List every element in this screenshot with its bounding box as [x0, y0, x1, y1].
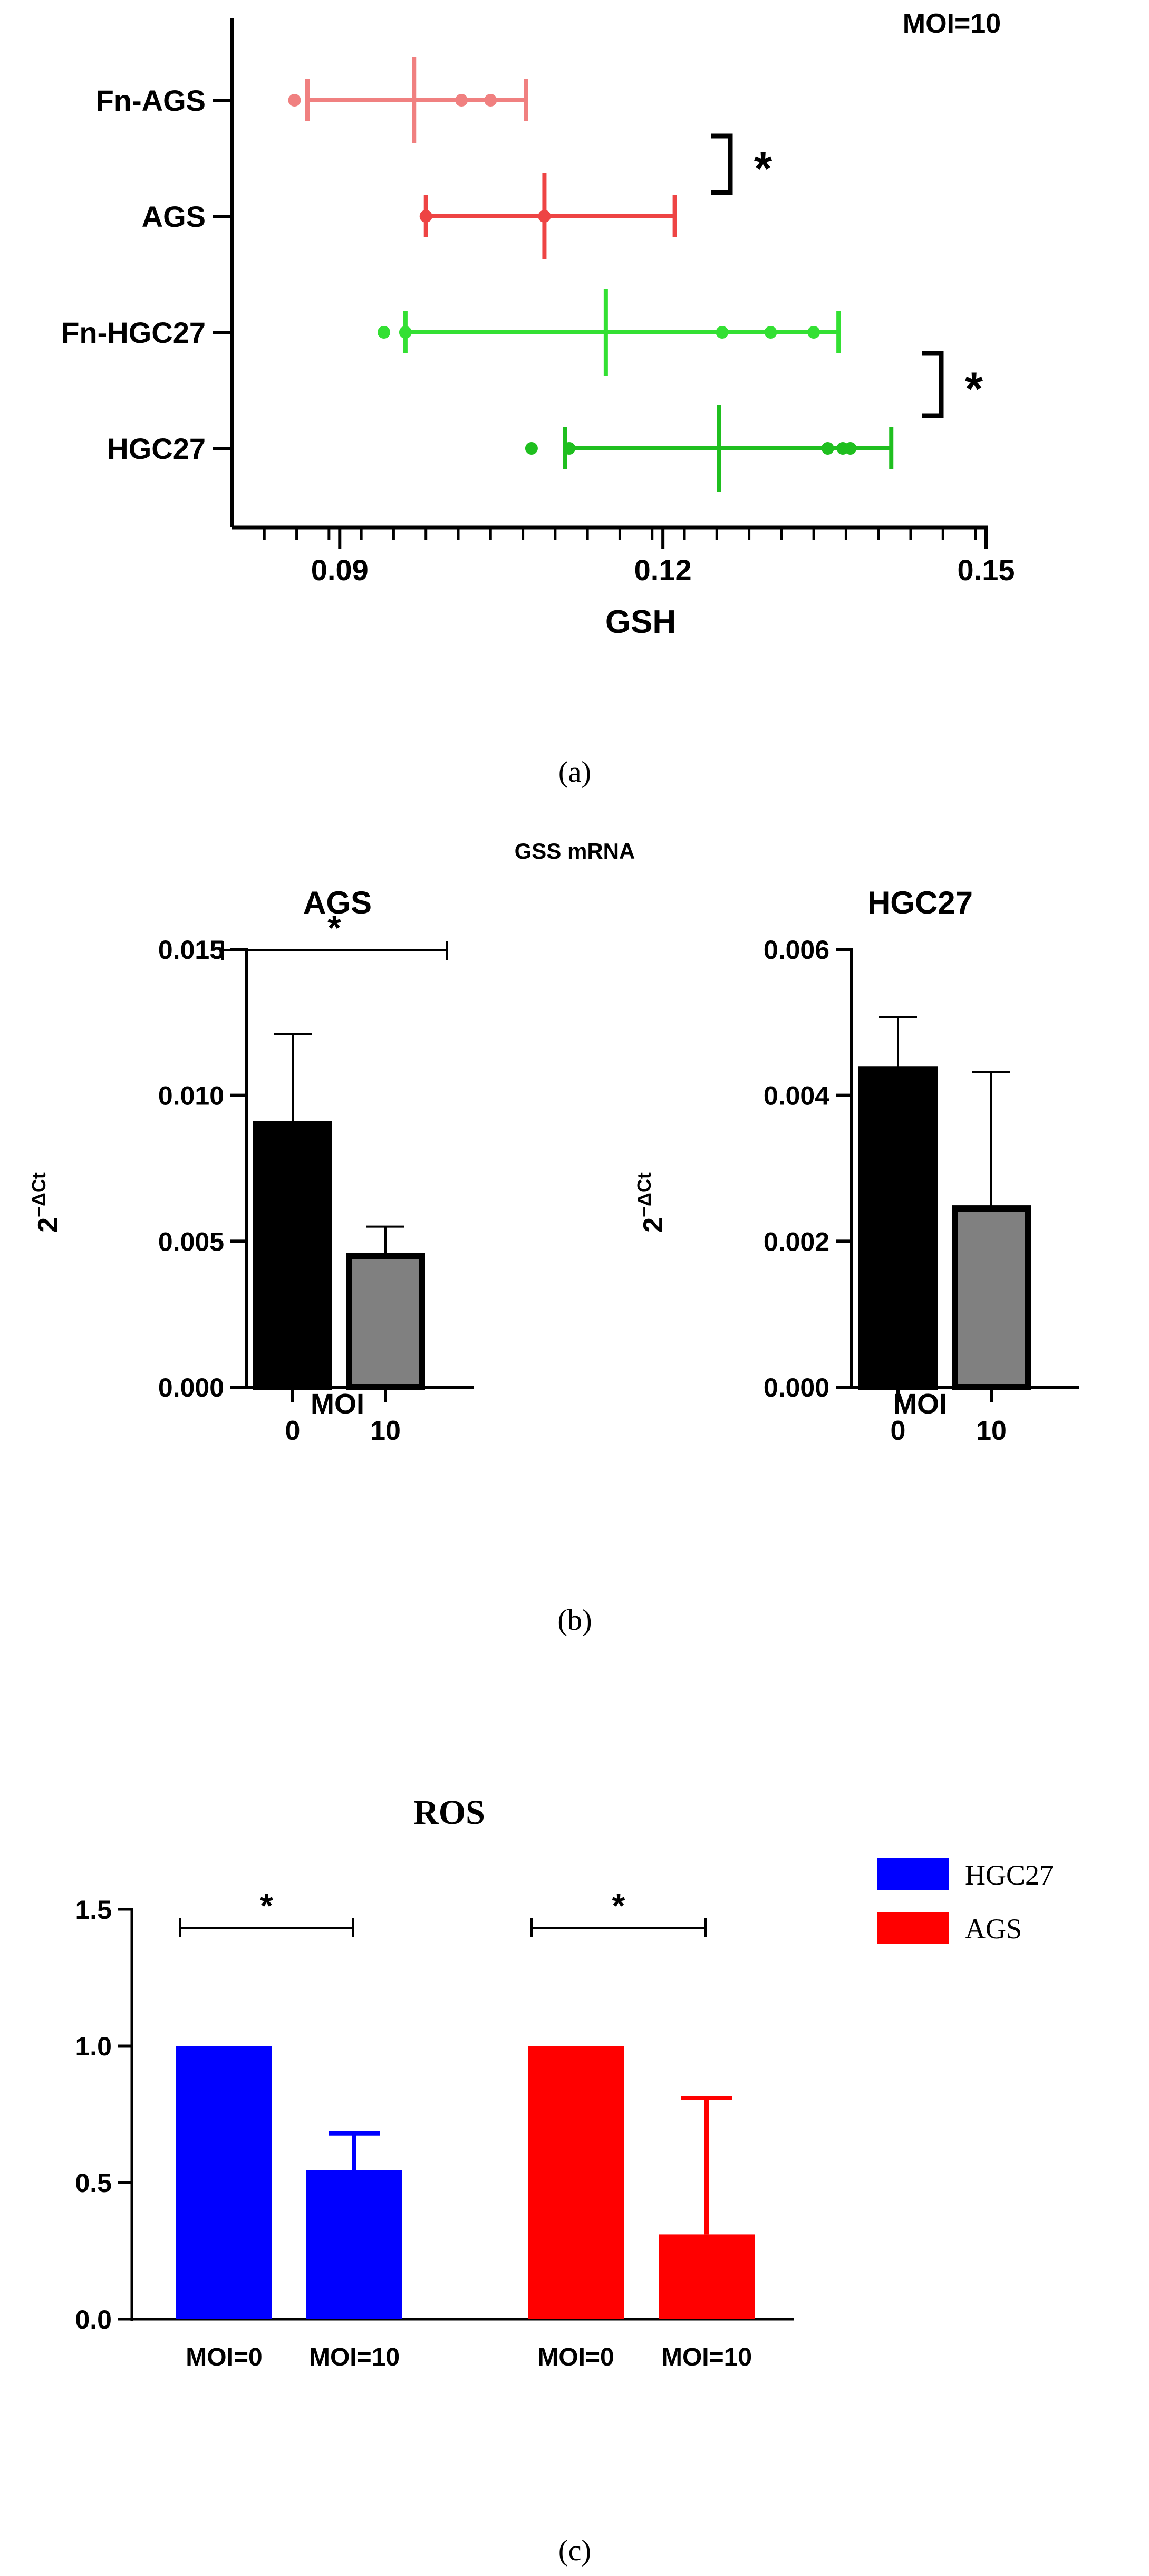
panel-c-legend-label: AGS — [965, 1913, 1022, 1945]
panel-a-data-point — [844, 442, 857, 455]
panel-a-category-label: AGS — [142, 200, 206, 233]
panel-b-suptitle: GSS mRNA — [515, 839, 635, 863]
panel-a-data-point — [419, 210, 432, 223]
panel-c-bar — [306, 2170, 402, 2319]
panel-b-ags-title: AGS — [303, 885, 372, 920]
panel-b-x-tick-label: 10 — [370, 1416, 401, 1446]
panel-a-category-label: Fn-HGC27 — [61, 316, 206, 349]
panel-a-data-point — [716, 326, 729, 339]
panel-a-significance-bracket — [922, 351, 944, 418]
panel-a-x-tick-label: 0.12 — [634, 553, 692, 587]
panel-c-title: ROS — [413, 1793, 485, 1832]
panel-b-x-tick-label: 10 — [976, 1416, 1007, 1446]
panel-b-significance-star: * — [327, 908, 341, 947]
panel-b-bar — [346, 1253, 425, 1390]
panel-b-y-tick-label: 0.004 — [764, 1081, 829, 1111]
panel-b-hgc27-x-axis-label: MOI — [893, 1388, 947, 1420]
panel-c-x-tick-label: MOI=10 — [661, 2343, 752, 2371]
panel-c-y-tick-label: 1.5 — [75, 1895, 112, 1925]
panel-a-data-point — [399, 326, 412, 339]
panel-c-caption: (c) — [558, 2534, 591, 2567]
panel-c-x-tick-label: MOI=0 — [186, 2343, 262, 2371]
panel-b-hgc27-y-axis-label: 2−ΔCt — [633, 1172, 669, 1233]
panel-a-data-point — [764, 326, 777, 339]
panel-b-x-tick-label: 0 — [891, 1416, 906, 1446]
panel-c-x-tick-label: MOI=10 — [309, 2343, 400, 2371]
panel-a-data-point — [525, 442, 538, 455]
panel-c-bar — [528, 2046, 624, 2319]
panel-a-data-point — [821, 442, 834, 455]
panel-a-x-axis-label: GSH — [605, 604, 676, 640]
panel-b-y-tick-label: 0.015 — [158, 935, 224, 965]
panel-a-data-point — [807, 326, 820, 339]
panel-b-y-tick-label: 0.002 — [764, 1227, 829, 1256]
panel-c-legend-swatch — [877, 1912, 949, 1944]
panel-b-ags-y-axis-label: 2−ΔCt — [28, 1172, 63, 1233]
ylabel-base: 2 — [638, 1217, 669, 1233]
panel-b-y-tick-label: 0.000 — [158, 1373, 224, 1402]
panel-c-ros-chart: ROS 0.0 0.5 1.0 1.5 MOI=0 MOI=10 MOI=0 MOI=10 * *… — [75, 1793, 1054, 2371]
panel-c-y-tick-label: 0.5 — [75, 2168, 112, 2198]
ylabel-base: 2 — [33, 1217, 63, 1233]
panel-c-x-tick-label: MOI=0 — [537, 2343, 614, 2371]
panel-c-significance-star: * — [260, 1887, 273, 1925]
ylabel-sup: −ΔCt — [28, 1172, 50, 1217]
panel-b-ags-chart: AGS MOI 2−ΔCt 0.000 0.005 0.010 0.015 0 10 * — [28, 885, 474, 1446]
panel-b-y-tick-label: 0.006 — [764, 935, 829, 965]
ylabel-sup: −ΔCt — [633, 1172, 655, 1217]
panel-b-bar — [952, 1205, 1031, 1390]
panel-a-annotation: MOI=10 — [903, 8, 1001, 39]
panel-c-legend-label: HGC27 — [965, 1859, 1054, 1891]
panel-b-bar — [253, 1121, 332, 1390]
panel-b-y-tick-label: 0.000 — [764, 1373, 829, 1402]
panel-a-data-point — [378, 326, 391, 339]
panel-a-significance-star: * — [965, 362, 983, 415]
panel-c-bar — [176, 2046, 272, 2319]
panel-a-data-point — [538, 210, 551, 223]
panel-a-data-point — [563, 442, 576, 455]
panel-b-hgc27-title: HGC27 — [867, 885, 973, 920]
panel-b-x-tick-label: 0 — [285, 1416, 301, 1446]
panel-b-hgc27-chart: HGC27 MOI 2−ΔCt 0.000 0.002 0.004 0.006 0 10 — [633, 885, 1079, 1446]
panel-c-legend-swatch — [877, 1858, 949, 1890]
panel-c-y-tick-label: 1.0 — [75, 2032, 112, 2061]
panel-a-x-tick-label: 0.09 — [311, 553, 369, 587]
panel-b-y-tick-label: 0.005 — [158, 1227, 224, 1256]
panel-c-y-tick-label: 0.0 — [75, 2305, 112, 2334]
panel-a-data-point — [288, 94, 301, 107]
panel-a-x-tick-label: 0.15 — [958, 553, 1015, 587]
panel-a-significance-bracket — [711, 133, 733, 195]
panel-a-data-point — [484, 94, 497, 107]
panel-b-y-tick-label: 0.010 — [158, 1081, 224, 1111]
panel-b-ags-x-axis-label: MOI — [311, 1388, 364, 1420]
panel-a-data-point — [455, 94, 468, 107]
panel-a-caption: (a) — [558, 756, 591, 789]
panel-c-bar — [659, 2234, 755, 2319]
panel-c-significance-star: * — [612, 1887, 625, 1925]
panel-b-bar — [858, 1066, 938, 1390]
panel-a-category-label: HGC27 — [107, 432, 206, 465]
panel-b-caption: (b) — [557, 1604, 592, 1637]
panel-a-gsh-chart: MOI=10 GSH 0.09 0.12 0.15 Fn-AGS AGS Fn-HGC27… — [61, 8, 1015, 640]
panel-a-category-label: Fn-AGS — [96, 84, 206, 117]
panel-a-significance-star: * — [754, 142, 773, 195]
